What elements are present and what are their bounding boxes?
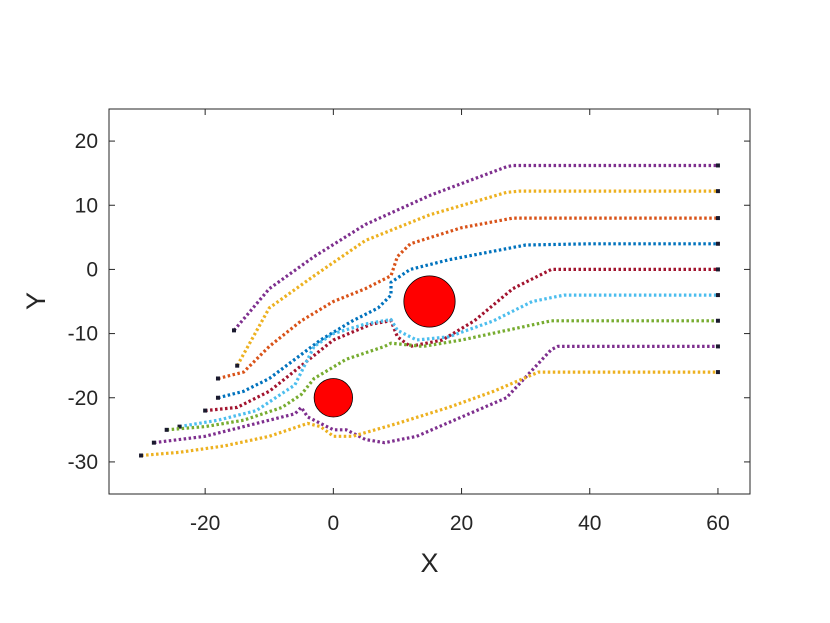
series-end-marker-7 bbox=[715, 318, 720, 323]
series-start-marker-6 bbox=[177, 424, 182, 429]
x-tick-label: 0 bbox=[328, 512, 340, 535]
series-start-marker-5 bbox=[203, 408, 208, 413]
y-tick-label: -20 bbox=[68, 387, 98, 410]
x-tick-label: 60 bbox=[706, 512, 729, 535]
x-tick-label: -20 bbox=[190, 512, 220, 535]
obstacle-layer bbox=[313, 275, 456, 418]
obstacle-circle-2 bbox=[313, 378, 353, 418]
series-line-5 bbox=[204, 267, 718, 413]
y-tick-label: -10 bbox=[68, 323, 98, 346]
series-start-marker-2 bbox=[235, 363, 240, 368]
y-axis-ticks: -30 -20 -10 0 10 20 bbox=[68, 130, 750, 474]
y-tick-label: 10 bbox=[75, 194, 98, 217]
series-line-7 bbox=[166, 319, 718, 432]
series-layer bbox=[139, 163, 720, 458]
series-end-marker-6 bbox=[715, 293, 720, 298]
y-tick-label: 0 bbox=[86, 258, 98, 281]
y-tick-label: -30 bbox=[68, 451, 98, 474]
y-axis-label: Y bbox=[21, 292, 51, 310]
series-line-6 bbox=[179, 293, 718, 429]
x-axis-label: X bbox=[420, 548, 438, 578]
x-tick-label: 40 bbox=[578, 512, 601, 535]
obstacle-circle-1 bbox=[403, 275, 456, 328]
x-tick-label: 20 bbox=[450, 512, 473, 535]
series-line-1 bbox=[232, 163, 718, 332]
series-end-marker-3 bbox=[715, 216, 720, 221]
series-end-marker-1 bbox=[715, 163, 720, 168]
series-line-8 bbox=[153, 344, 718, 445]
series-line-4 bbox=[217, 242, 718, 400]
series-end-marker-2 bbox=[715, 189, 720, 194]
series-end-marker-5 bbox=[715, 267, 720, 272]
series-start-marker-7 bbox=[164, 427, 169, 432]
series-line-9 bbox=[140, 370, 718, 458]
series-start-marker-8 bbox=[151, 440, 156, 445]
y-tick-label: 20 bbox=[75, 130, 98, 153]
series-end-marker-9 bbox=[715, 370, 720, 375]
series-start-marker-9 bbox=[139, 453, 144, 458]
series-start-marker-1 bbox=[231, 328, 236, 333]
series-start-marker-3 bbox=[215, 376, 220, 381]
series-end-marker-8 bbox=[715, 344, 720, 349]
series-end-marker-4 bbox=[715, 241, 720, 246]
x-axis-ticks: -20 0 20 40 60 bbox=[190, 109, 730, 535]
series-start-marker-4 bbox=[215, 395, 220, 400]
